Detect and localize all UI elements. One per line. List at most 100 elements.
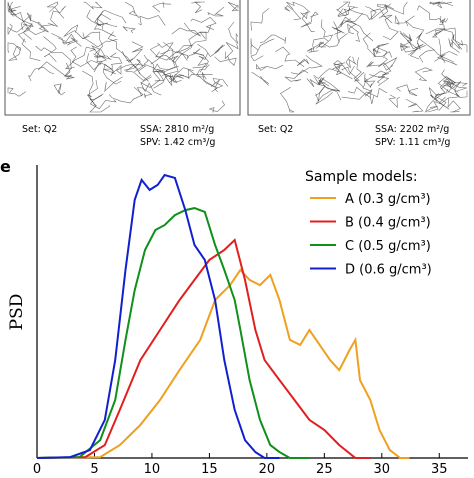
network-strand: [9, 5, 34, 28]
network-strand: [416, 5, 444, 24]
network-strand: [17, 23, 33, 43]
network-strand: [318, 33, 348, 48]
network-strand: [405, 98, 424, 113]
network-strand: [419, 49, 454, 63]
network-strand: [51, 33, 76, 45]
series-line: [36, 207, 310, 459]
network-strand: [27, 66, 55, 82]
network-strand: [191, 1, 206, 14]
network-strand: [332, 60, 355, 76]
x-tick-label: 0: [33, 462, 41, 474]
network-strand: [7, 23, 27, 35]
network-strand: [94, 23, 118, 31]
network-strand: [147, 58, 179, 73]
legend-label: A (0.3 g/cm³): [345, 192, 431, 207]
network-strand: [86, 9, 111, 27]
network-strand: [378, 57, 392, 76]
network-strand: [256, 63, 284, 71]
network-strand: [447, 98, 461, 113]
network-strand: [96, 9, 127, 26]
legend-title: Sample models:: [305, 169, 418, 185]
network-strand: [414, 67, 433, 82]
network-strand: [179, 48, 201, 59]
network-strand: [47, 5, 66, 27]
network-strand: [250, 38, 275, 62]
network-strand: [378, 1, 408, 19]
network-strand: [381, 14, 399, 40]
network-strand: [122, 25, 137, 34]
network-strand: [8, 45, 22, 61]
series-line: [36, 173, 280, 459]
network-strand: [89, 98, 110, 113]
panel-ssa: SSA: 2202 m²/g: [375, 124, 449, 135]
network-strand: [82, 31, 104, 55]
panel-label: e: [0, 157, 11, 176]
network-strand: [43, 36, 57, 62]
network-strand: [308, 37, 329, 53]
network-strand: [395, 84, 419, 97]
network-strand: [399, 30, 420, 60]
legend-label: C (0.5 g/cm³): [345, 239, 431, 254]
network-strand: [25, 15, 46, 35]
series-line: [36, 268, 410, 459]
network-strand: [112, 63, 139, 75]
legend-label: B (0.4 g/cm³): [345, 216, 431, 231]
network-strand: [394, 14, 415, 25]
network-strand: [286, 1, 311, 15]
network-strand: [296, 58, 310, 67]
network-strand: [300, 11, 319, 28]
network-strand: [448, 34, 460, 53]
network-strand: [280, 87, 295, 113]
network-strand: [64, 46, 97, 70]
network-strand: [89, 93, 117, 110]
network-strand: [341, 66, 365, 82]
network-strand: [143, 54, 165, 82]
network-strand: [212, 78, 229, 93]
network-strand: [228, 21, 239, 44]
network-strand: [376, 3, 394, 11]
network-strand: [171, 22, 202, 37]
network-strand: [353, 57, 367, 88]
x-tick-label: 5: [90, 462, 98, 474]
network-strand: [315, 89, 340, 105]
network-strand: [53, 83, 66, 96]
network-strand: [227, 1, 240, 12]
network-strand: [440, 15, 449, 25]
network-strand: [70, 46, 102, 67]
network-strand: [434, 54, 458, 66]
network-strand: [443, 75, 456, 87]
panel-set: Set: Q2: [258, 124, 293, 135]
network-strand: [363, 73, 376, 88]
network-strand: [150, 45, 193, 65]
network-strand: [46, 1, 65, 19]
legend-label: D (0.6 g/cm³): [345, 263, 432, 278]
network-strand: [124, 58, 144, 73]
network-strand: [370, 3, 393, 24]
network-strand: [382, 57, 398, 71]
network-strand: [340, 16, 357, 32]
network-strand: [173, 67, 194, 79]
panel-spv: SPV: 1.42 cm³/g: [140, 137, 215, 148]
network-strand: [250, 8, 270, 31]
network-strand: [224, 42, 239, 60]
network-strand: [207, 6, 225, 17]
network-strand: [445, 78, 468, 92]
network-strand: [347, 23, 360, 42]
network-strand: [109, 52, 123, 74]
network-strand: [125, 1, 140, 19]
network-strand: [451, 81, 462, 98]
network-strand: [362, 32, 381, 57]
network-strand: [157, 42, 174, 55]
network-strand: [251, 71, 270, 86]
network-strand: [372, 43, 389, 59]
network-strand: [427, 96, 450, 113]
x-tick-label: 15: [201, 462, 218, 474]
network-strand: [125, 63, 152, 81]
network-strand: [7, 87, 27, 97]
network-strand: [405, 20, 435, 51]
network-images: [7, 1, 469, 113]
network-strand: [155, 51, 179, 76]
x-tick-label: 20: [259, 462, 276, 474]
network-strand: [275, 46, 305, 68]
network-strand: [102, 63, 122, 85]
